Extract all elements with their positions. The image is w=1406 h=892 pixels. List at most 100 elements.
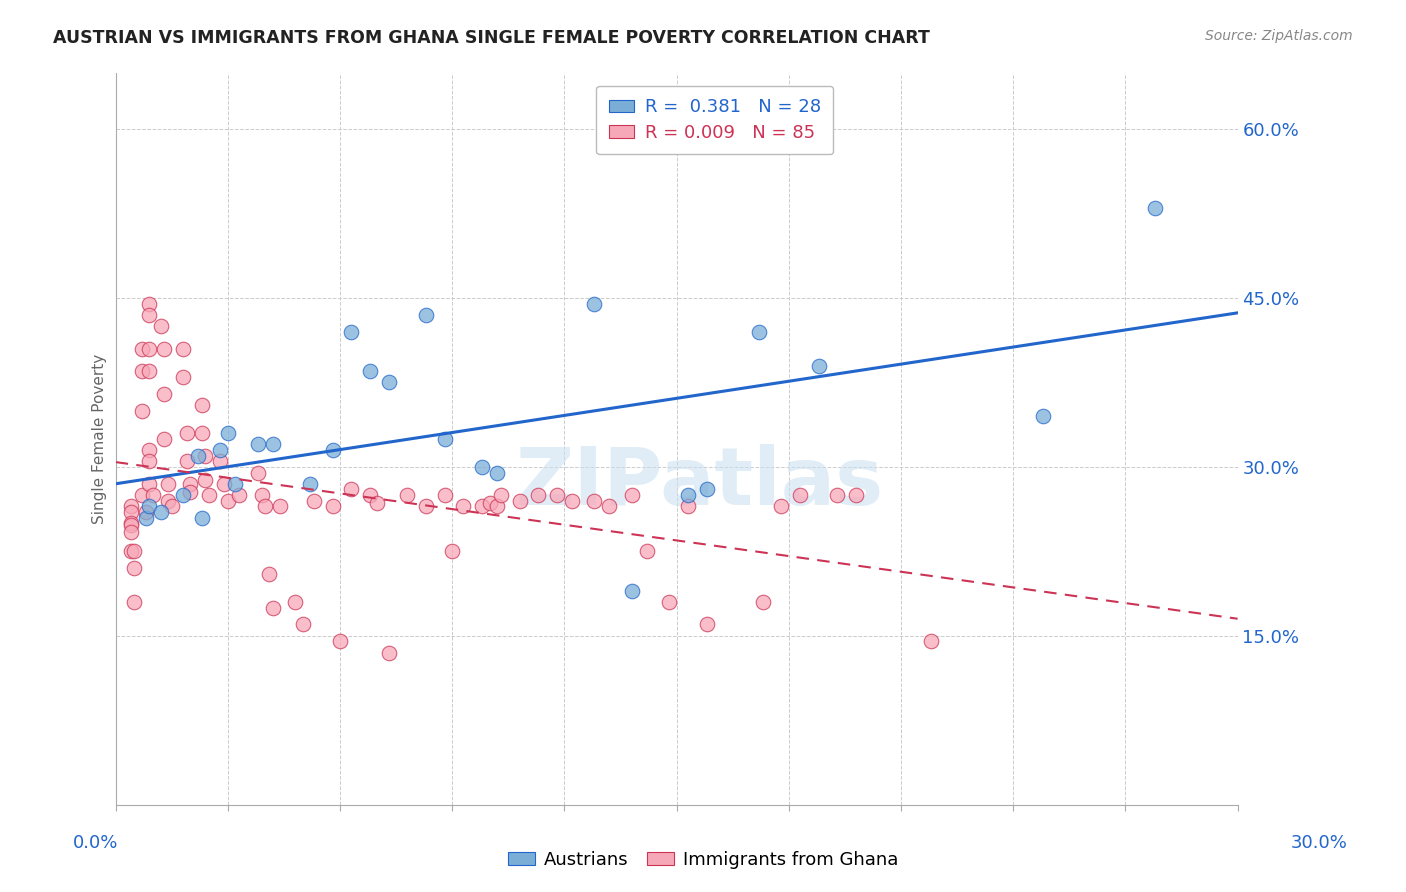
- Point: [415, 500, 437, 514]
- Point: [172, 369, 194, 384]
- Point: [194, 474, 217, 488]
- Point: [135, 505, 157, 519]
- Point: [135, 510, 157, 524]
- Point: [583, 296, 606, 310]
- Point: [217, 493, 239, 508]
- Point: [120, 525, 142, 540]
- Point: [770, 500, 793, 514]
- Legend: Austrians, Immigrants from Ghana: Austrians, Immigrants from Ghana: [501, 844, 905, 876]
- Point: [598, 500, 620, 514]
- Point: [131, 403, 153, 417]
- Point: [827, 488, 849, 502]
- Point: [149, 319, 172, 334]
- Point: [153, 342, 176, 356]
- Point: [433, 488, 456, 502]
- Point: [1144, 201, 1167, 215]
- Point: [696, 617, 718, 632]
- Point: [124, 561, 146, 575]
- Point: [676, 500, 699, 514]
- Point: [194, 449, 217, 463]
- Point: [138, 296, 160, 310]
- Point: [1032, 409, 1054, 424]
- Point: [620, 488, 643, 502]
- Point: [441, 544, 464, 558]
- Point: [228, 488, 250, 502]
- Point: [209, 454, 232, 468]
- Point: [433, 432, 456, 446]
- Point: [124, 544, 146, 558]
- Point: [157, 493, 180, 508]
- Point: [120, 505, 142, 519]
- Point: [845, 488, 868, 502]
- Point: [340, 483, 363, 497]
- Point: [377, 646, 399, 660]
- Point: [179, 484, 201, 499]
- Point: [138, 308, 160, 322]
- Point: [546, 488, 568, 502]
- Point: [176, 454, 198, 468]
- Point: [153, 432, 176, 446]
- Point: [131, 488, 153, 502]
- Point: [224, 476, 246, 491]
- Point: [676, 488, 699, 502]
- Point: [486, 500, 509, 514]
- Point: [131, 342, 153, 356]
- Point: [138, 500, 160, 514]
- Y-axis label: Single Female Poverty: Single Female Poverty: [93, 353, 107, 524]
- Point: [696, 483, 718, 497]
- Point: [561, 493, 583, 508]
- Point: [583, 493, 606, 508]
- Point: [396, 488, 419, 502]
- Point: [340, 325, 363, 339]
- Point: [120, 518, 142, 533]
- Point: [478, 496, 501, 510]
- Point: [254, 500, 277, 514]
- Point: [415, 308, 437, 322]
- Point: [262, 437, 284, 451]
- Point: [246, 437, 269, 451]
- Point: [453, 500, 475, 514]
- Point: [172, 488, 194, 502]
- Point: [620, 583, 643, 598]
- Point: [153, 386, 176, 401]
- Point: [217, 426, 239, 441]
- Point: [198, 488, 221, 502]
- Point: [527, 488, 550, 502]
- Point: [120, 500, 142, 514]
- Point: [142, 488, 165, 502]
- Point: [149, 505, 172, 519]
- Point: [120, 516, 142, 531]
- Point: [789, 488, 811, 502]
- Text: 0.0%: 0.0%: [73, 834, 118, 852]
- Point: [359, 488, 381, 502]
- Point: [322, 443, 344, 458]
- Point: [748, 325, 770, 339]
- Point: [471, 500, 494, 514]
- Point: [190, 398, 212, 412]
- Point: [636, 544, 658, 558]
- Point: [190, 426, 212, 441]
- Point: [329, 634, 352, 648]
- Point: [124, 595, 146, 609]
- Point: [250, 488, 273, 502]
- Point: [471, 459, 494, 474]
- Text: 30.0%: 30.0%: [1291, 834, 1347, 852]
- Legend: R =  0.381   N = 28, R = 0.009   N = 85: R = 0.381 N = 28, R = 0.009 N = 85: [596, 86, 834, 154]
- Point: [120, 544, 142, 558]
- Point: [920, 634, 942, 648]
- Point: [359, 364, 381, 378]
- Point: [269, 500, 291, 514]
- Point: [366, 496, 388, 510]
- Point: [322, 500, 344, 514]
- Point: [246, 466, 269, 480]
- Point: [138, 476, 160, 491]
- Point: [157, 476, 180, 491]
- Point: [131, 364, 153, 378]
- Point: [299, 476, 322, 491]
- Point: [209, 443, 232, 458]
- Text: AUSTRIAN VS IMMIGRANTS FROM GHANA SINGLE FEMALE POVERTY CORRELATION CHART: AUSTRIAN VS IMMIGRANTS FROM GHANA SINGLE…: [53, 29, 931, 46]
- Point: [751, 595, 773, 609]
- Point: [658, 595, 681, 609]
- Point: [138, 364, 160, 378]
- Point: [486, 466, 509, 480]
